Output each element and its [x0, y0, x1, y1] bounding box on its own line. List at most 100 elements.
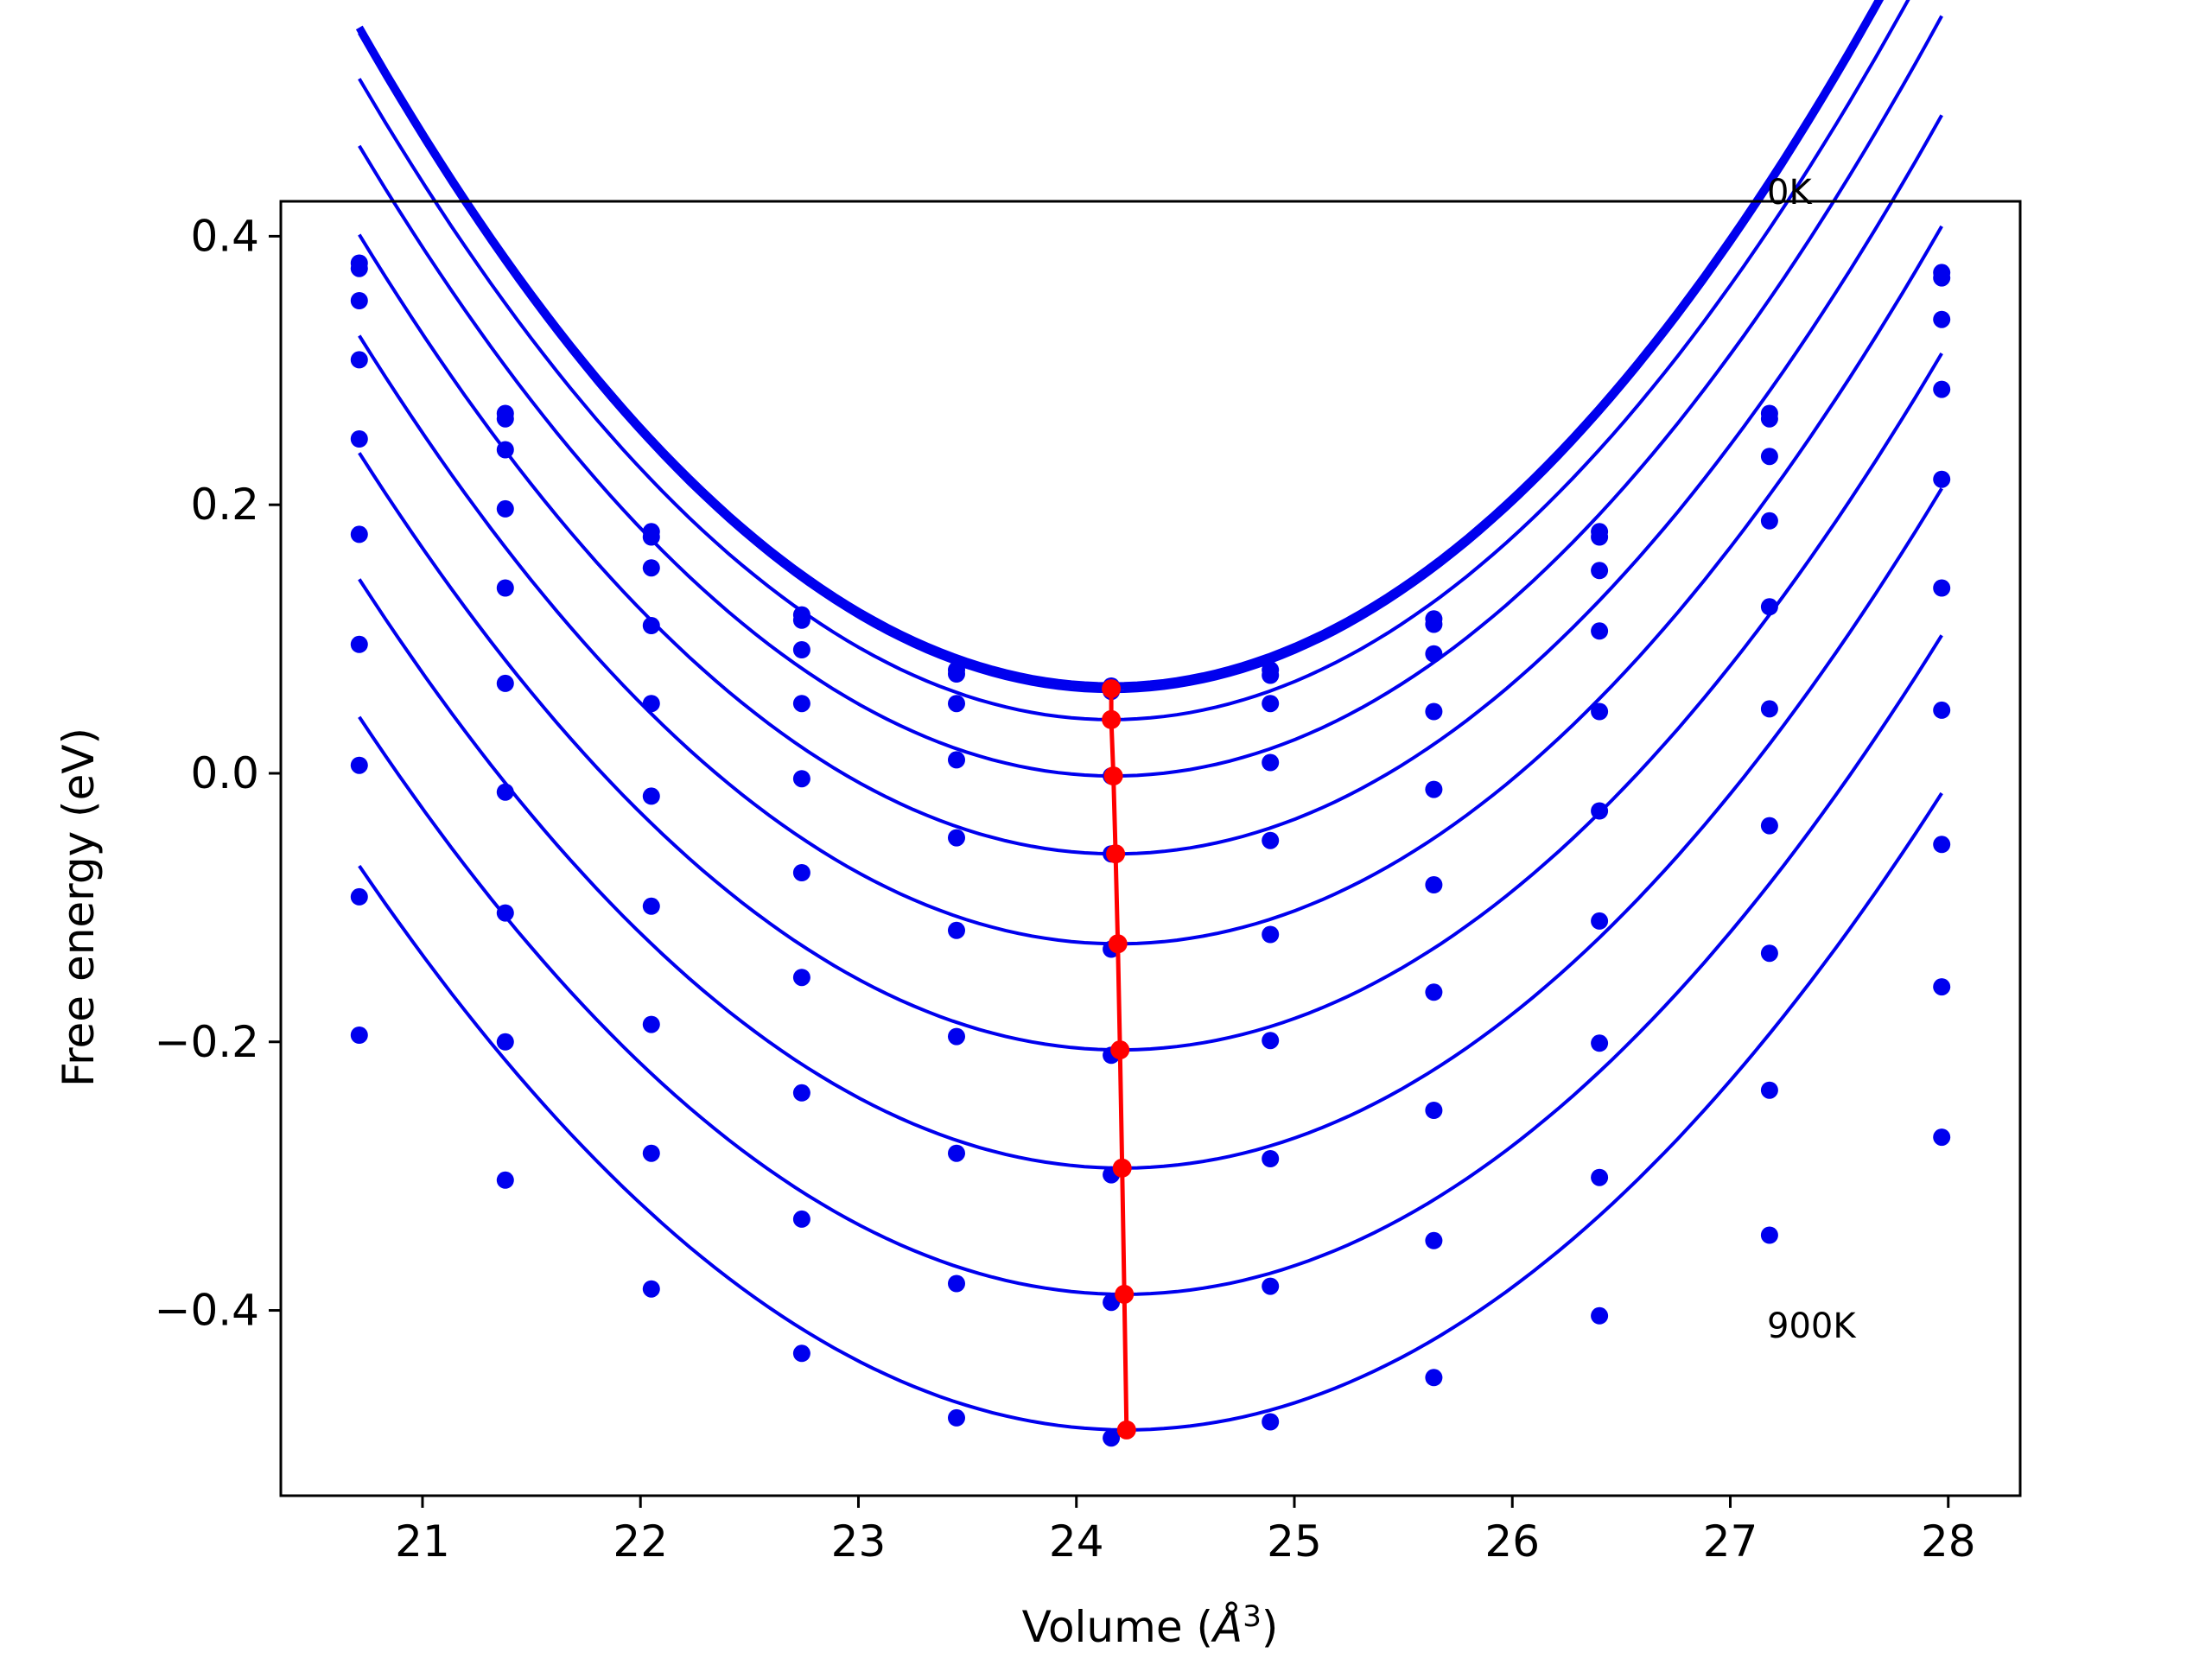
- data-point-500k: [1262, 925, 1280, 944]
- minimum-point: [1115, 1284, 1135, 1304]
- data-point-400k: [792, 770, 810, 788]
- fit-curve-200k: [358, 0, 1910, 721]
- data-point-600k: [1933, 701, 1951, 719]
- plot-frame: [279, 200, 2022, 1497]
- data-point-700k: [1262, 1150, 1280, 1167]
- data-point-900k: [642, 1280, 660, 1298]
- data-point-200k: [948, 695, 965, 713]
- data-point-500k: [1425, 876, 1443, 893]
- data-point-900k: [1760, 1226, 1778, 1244]
- data-point-300k: [1425, 702, 1443, 721]
- data-point-900k: [1591, 1306, 1609, 1325]
- x-tick-label: 24: [1049, 1516, 1104, 1567]
- fit-curve-900k: [358, 791, 1943, 1432]
- y-tick-label: 0.2: [190, 480, 259, 530]
- y-tick-label: 0.0: [190, 748, 259, 798]
- data-point-800k: [350, 887, 368, 906]
- minimum-point: [1112, 1158, 1132, 1178]
- data-point-400k: [1760, 598, 1778, 616]
- y-tick-label: −0.2: [155, 1017, 259, 1067]
- x-axis-label: Volume (Å3): [1022, 1599, 1279, 1652]
- data-point-500k: [948, 921, 965, 939]
- data-point-700k: [350, 756, 368, 774]
- data-point-600k: [1262, 1032, 1280, 1050]
- x-tick-label: 26: [1484, 1516, 1540, 1567]
- minimum-point: [1102, 709, 1122, 729]
- fit-curve-100k: [358, 0, 1885, 694]
- data-point-100k: [350, 259, 368, 277]
- minimum-point: [1106, 844, 1126, 864]
- data-point-600k: [350, 635, 368, 653]
- data-point-200k: [642, 559, 660, 577]
- data-point-200k: [1591, 562, 1609, 580]
- data-point-500k: [1933, 579, 1951, 597]
- fit-curve-0k: [355, 0, 1884, 690]
- data-point-100k: [1262, 666, 1280, 684]
- data-point-400k: [1262, 831, 1280, 849]
- data-point-500k: [496, 674, 514, 692]
- x-tick-label: 28: [1921, 1516, 1976, 1567]
- data-point-700k: [1933, 836, 1951, 854]
- x-tick-label: 23: [831, 1516, 887, 1567]
- data-point-800k: [1760, 1081, 1778, 1099]
- data-point-900k: [948, 1408, 965, 1427]
- x-tick-label: 22: [613, 1516, 668, 1567]
- data-point-800k: [642, 1144, 660, 1162]
- data-point-600k: [642, 897, 660, 915]
- data-point-800k: [1591, 1168, 1609, 1186]
- data-point-700k: [496, 904, 514, 922]
- data-point-300k: [1591, 622, 1609, 640]
- data-point-700k: [642, 1015, 660, 1033]
- data-point-300k: [792, 695, 810, 713]
- fit-curve-700k: [358, 487, 1943, 1170]
- data-point-700k: [1760, 944, 1778, 963]
- data-point-400k: [642, 695, 660, 713]
- y-tick-label: 0.4: [190, 211, 259, 261]
- fit-curve-800k: [358, 634, 1943, 1296]
- data-point-900k: [792, 1344, 810, 1363]
- plot-background: [281, 201, 2020, 1496]
- data-point-300k: [350, 351, 368, 369]
- data-point-100k: [1933, 269, 1951, 287]
- data-point-800k: [496, 1033, 514, 1051]
- annotation-900k: 900K: [1767, 1306, 1857, 1346]
- data-point-400k: [948, 829, 965, 847]
- data-point-400k: [496, 579, 514, 597]
- data-point-200k: [1933, 310, 1951, 328]
- data-point-300k: [1262, 753, 1280, 772]
- data-point-700k: [1425, 1102, 1443, 1119]
- y-axis-label: Free energy (eV): [54, 728, 104, 1087]
- minimum-point: [1116, 1420, 1136, 1440]
- data-point-800k: [1425, 1231, 1443, 1249]
- data-point-200k: [350, 292, 368, 309]
- data-point-100k: [1760, 410, 1778, 428]
- data-point-100k: [1425, 615, 1443, 633]
- data-point-800k: [792, 1210, 810, 1228]
- minimum-point: [1103, 766, 1123, 786]
- data-point-300k: [1933, 380, 1951, 398]
- data-point-900k: [496, 1171, 514, 1189]
- data-point-100k: [792, 611, 810, 629]
- fit-curve-300k: [358, 15, 1943, 779]
- data-point-600k: [1760, 817, 1778, 835]
- data-point-900k: [350, 1027, 368, 1044]
- fit-curves: [355, 0, 1943, 1432]
- minimum-volume-line: [1102, 679, 1136, 1440]
- data-point-600k: [792, 969, 810, 987]
- data-point-900k: [1262, 1413, 1280, 1431]
- minimum-point: [1110, 1040, 1130, 1060]
- data-point-400k: [1425, 780, 1443, 798]
- data-point-200k: [496, 441, 514, 459]
- x-tick-label: 21: [395, 1516, 450, 1567]
- fit-curve-500k: [358, 225, 1943, 946]
- data-point-300k: [496, 499, 514, 518]
- data-point-700k: [792, 1084, 810, 1102]
- data-point-200k: [1425, 645, 1443, 663]
- data-point-200k: [1262, 695, 1280, 713]
- x-tick-label: 27: [1703, 1516, 1758, 1567]
- data-point-900k: [1933, 1128, 1951, 1147]
- data-point-700k: [948, 1144, 965, 1162]
- data-point-800k: [1262, 1277, 1280, 1295]
- data-point-900k: [1103, 1429, 1121, 1447]
